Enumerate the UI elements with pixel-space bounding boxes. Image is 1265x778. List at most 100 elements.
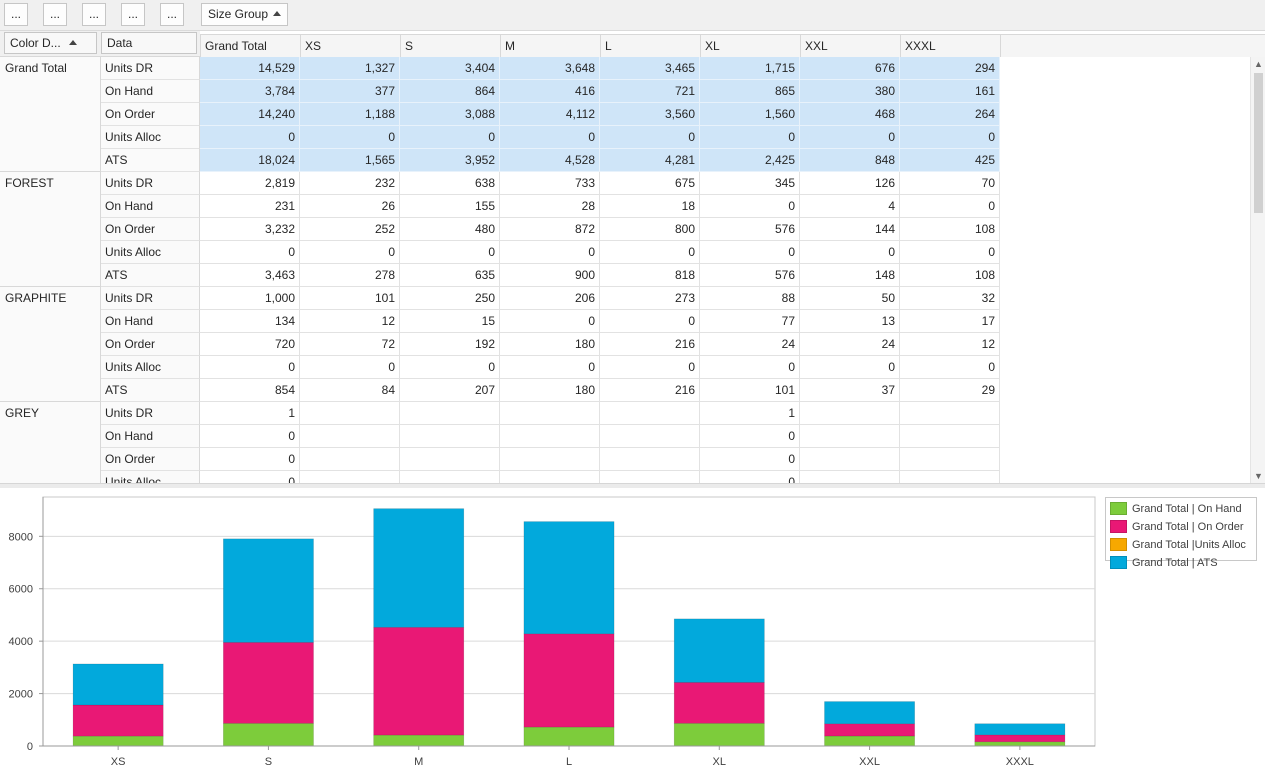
column-header[interactable]: XL: [700, 34, 800, 57]
data-cell[interactable]: [300, 402, 400, 425]
data-cell[interactable]: 0: [600, 310, 700, 333]
data-cell[interactable]: 721: [600, 80, 700, 103]
scroll-down-icon[interactable]: ▼: [1254, 471, 1263, 481]
data-cell[interactable]: 232: [300, 172, 400, 195]
data-cell[interactable]: 17: [900, 310, 1000, 333]
data-cell[interactable]: [500, 471, 600, 483]
data-cell[interactable]: 3,952: [400, 149, 500, 172]
data-cell[interactable]: 101: [300, 287, 400, 310]
data-cell[interactable]: 24: [800, 333, 900, 356]
data-cell[interactable]: [300, 448, 400, 471]
data-cell[interactable]: [800, 448, 900, 471]
data-cell[interactable]: 250: [400, 287, 500, 310]
data-cell[interactable]: [900, 425, 1000, 448]
data-cell[interactable]: 84: [300, 379, 400, 402]
data-cell[interactable]: 0: [300, 241, 400, 264]
data-cell[interactable]: [300, 471, 400, 483]
data-cell[interactable]: [600, 425, 700, 448]
data-cell[interactable]: 180: [500, 379, 600, 402]
data-cell[interactable]: 126: [800, 172, 900, 195]
data-cell[interactable]: 1,188: [300, 103, 400, 126]
data-cell[interactable]: 720: [200, 333, 300, 356]
data-cell[interactable]: 380: [800, 80, 900, 103]
data-cell[interactable]: 180: [500, 333, 600, 356]
data-cell[interactable]: 278: [300, 264, 400, 287]
data-cell[interactable]: 468: [800, 103, 900, 126]
data-cell[interactable]: 0: [200, 241, 300, 264]
color-description-field-button[interactable]: Color D...: [4, 32, 97, 54]
data-cell[interactable]: 3,465: [600, 57, 700, 80]
data-cell[interactable]: 0: [900, 195, 1000, 218]
size-group-field-button[interactable]: Size Group: [201, 3, 289, 26]
data-cell[interactable]: 733: [500, 172, 600, 195]
data-cell[interactable]: 0: [300, 126, 400, 149]
data-cell[interactable]: 37: [800, 379, 900, 402]
data-cell[interactable]: 1,565: [300, 149, 400, 172]
data-cell[interactable]: [400, 471, 500, 483]
filter-field-button-3[interactable]: ...: [82, 3, 107, 26]
data-cell[interactable]: 4,112: [500, 103, 600, 126]
data-cell[interactable]: 854: [200, 379, 300, 402]
data-cell[interactable]: 0: [700, 356, 800, 379]
data-cell[interactable]: 12: [300, 310, 400, 333]
data-cell[interactable]: 108: [900, 218, 1000, 241]
data-cell[interactable]: 3,088: [400, 103, 500, 126]
data-cell[interactable]: 0: [700, 241, 800, 264]
data-cell[interactable]: 0: [800, 241, 900, 264]
data-cell[interactable]: [500, 448, 600, 471]
data-cell[interactable]: [900, 471, 1000, 483]
data-cell[interactable]: 0: [800, 356, 900, 379]
data-cell[interactable]: 216: [600, 379, 700, 402]
data-cell[interactable]: 3,232: [200, 218, 300, 241]
data-cell[interactable]: 864: [400, 80, 500, 103]
data-cell[interactable]: 900: [500, 264, 600, 287]
data-cell[interactable]: 15: [400, 310, 500, 333]
data-cell[interactable]: 12: [900, 333, 1000, 356]
scrollbar-thumb[interactable]: [1254, 73, 1263, 213]
data-cell[interactable]: 264: [900, 103, 1000, 126]
data-cell[interactable]: 13: [800, 310, 900, 333]
data-cell[interactable]: 24: [700, 333, 800, 356]
data-cell[interactable]: [400, 448, 500, 471]
data-cell[interactable]: 848: [800, 149, 900, 172]
data-cell[interactable]: 50: [800, 287, 900, 310]
data-cell[interactable]: 3,463: [200, 264, 300, 287]
data-cell[interactable]: 134: [200, 310, 300, 333]
data-cell[interactable]: 0: [300, 356, 400, 379]
data-cell[interactable]: 0: [700, 425, 800, 448]
data-cell[interactable]: 28: [500, 195, 600, 218]
row-group-header[interactable]: FOREST: [0, 172, 101, 287]
data-cell[interactable]: [800, 471, 900, 483]
data-cell[interactable]: 0: [500, 241, 600, 264]
data-cell[interactable]: 635: [400, 264, 500, 287]
data-cell[interactable]: 3,404: [400, 57, 500, 80]
data-cell[interactable]: 800: [600, 218, 700, 241]
data-cell[interactable]: 72: [300, 333, 400, 356]
data-cell[interactable]: 4,281: [600, 149, 700, 172]
data-cell[interactable]: 0: [900, 126, 1000, 149]
data-cell[interactable]: [400, 425, 500, 448]
data-cell[interactable]: 0: [500, 356, 600, 379]
data-cell[interactable]: 0: [700, 448, 800, 471]
data-cell[interactable]: 4,528: [500, 149, 600, 172]
data-cell[interactable]: 155: [400, 195, 500, 218]
data-cell[interactable]: 108: [900, 264, 1000, 287]
data-cell[interactable]: [300, 425, 400, 448]
data-cell[interactable]: 1: [700, 402, 800, 425]
data-cell[interactable]: 26: [300, 195, 400, 218]
data-cell[interactable]: 1,715: [700, 57, 800, 80]
data-cell[interactable]: 206: [500, 287, 600, 310]
data-cell[interactable]: [900, 448, 1000, 471]
data-cell[interactable]: [800, 425, 900, 448]
data-cell[interactable]: 576: [700, 218, 800, 241]
data-cell[interactable]: 0: [700, 195, 800, 218]
data-cell[interactable]: 872: [500, 218, 600, 241]
data-cell[interactable]: 0: [500, 310, 600, 333]
data-cell[interactable]: 294: [900, 57, 1000, 80]
data-cell[interactable]: 3,560: [600, 103, 700, 126]
data-cell[interactable]: 1,560: [700, 103, 800, 126]
data-cell[interactable]: 1,000: [200, 287, 300, 310]
data-cell[interactable]: 0: [600, 356, 700, 379]
filter-field-button-2[interactable]: ...: [43, 3, 68, 26]
data-cell[interactable]: 0: [200, 126, 300, 149]
